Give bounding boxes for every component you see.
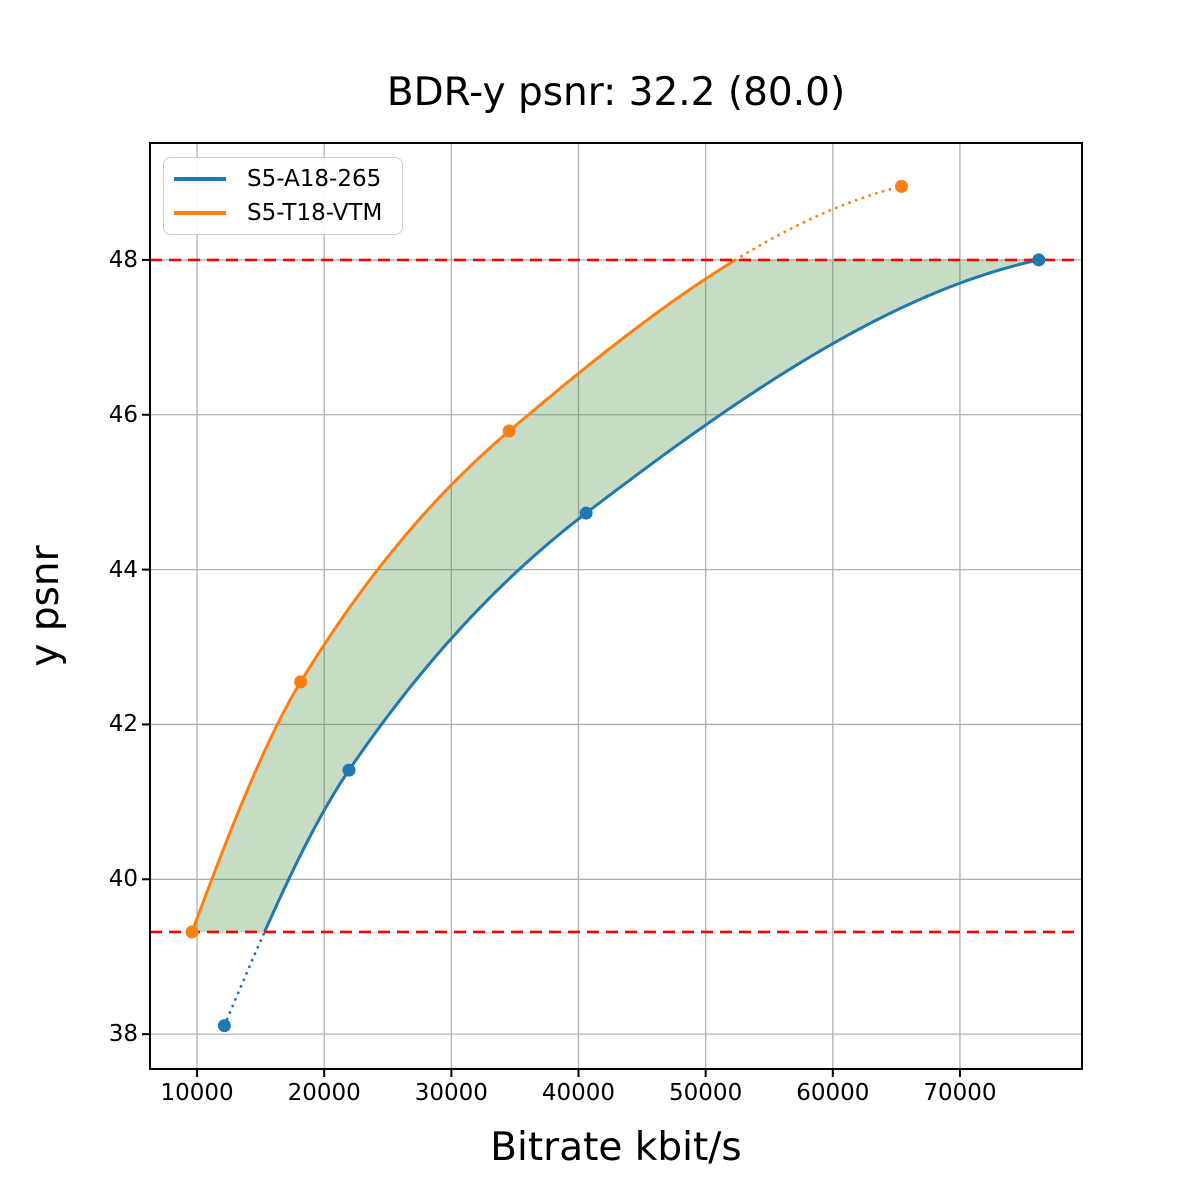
x-axis-label: Bitrate kbit/s [490,1125,742,1170]
x-tick-label: 70000 [923,1080,997,1106]
x-tick-label: 30000 [414,1080,488,1106]
x-tick-label: 20000 [287,1080,361,1106]
y-tick-label: 44 [108,556,138,583]
legend-item: S5-A18-265 [174,163,392,196]
legend-line-sample [174,211,226,215]
data-point-marker [217,1019,231,1033]
y-tick-label: 42 [108,711,138,738]
legend-label: S5-A18-265 [247,165,382,192]
x-tick-label: 50000 [669,1080,743,1106]
legend: S5-A18-265 S5-T18-VTM [163,157,403,235]
data-point-marker [342,763,356,777]
data-point-marker [294,675,308,689]
data-point-marker [185,925,199,939]
data-point-marker [1032,253,1046,267]
legend-item: S5-T18-VTM [174,197,392,230]
x-tick-label: 40000 [541,1080,616,1106]
series-curve-dotted [222,930,266,1028]
data-point-marker [502,424,516,438]
x-tick-label: 10000 [160,1080,234,1106]
y-tick-label: 48 [108,246,138,273]
x-tick-label: 60000 [796,1080,870,1106]
y-tick-label: 40 [108,866,138,893]
y-tick-label: 38 [108,1021,138,1048]
legend-line-sample [174,177,226,181]
bd-shaded-region [191,259,1039,932]
series-curve-dotted [734,184,903,262]
series-curve [263,258,1040,933]
chart-title: BDR-y psnr: 32.2 (80.0) [386,70,846,115]
y-tick-label: 46 [108,401,138,428]
series-curve [190,258,737,933]
legend-label: S5-T18-VTM [247,199,383,226]
axes-spines [149,142,1083,1070]
data-point-marker [894,179,908,193]
data-point-marker [579,506,593,520]
